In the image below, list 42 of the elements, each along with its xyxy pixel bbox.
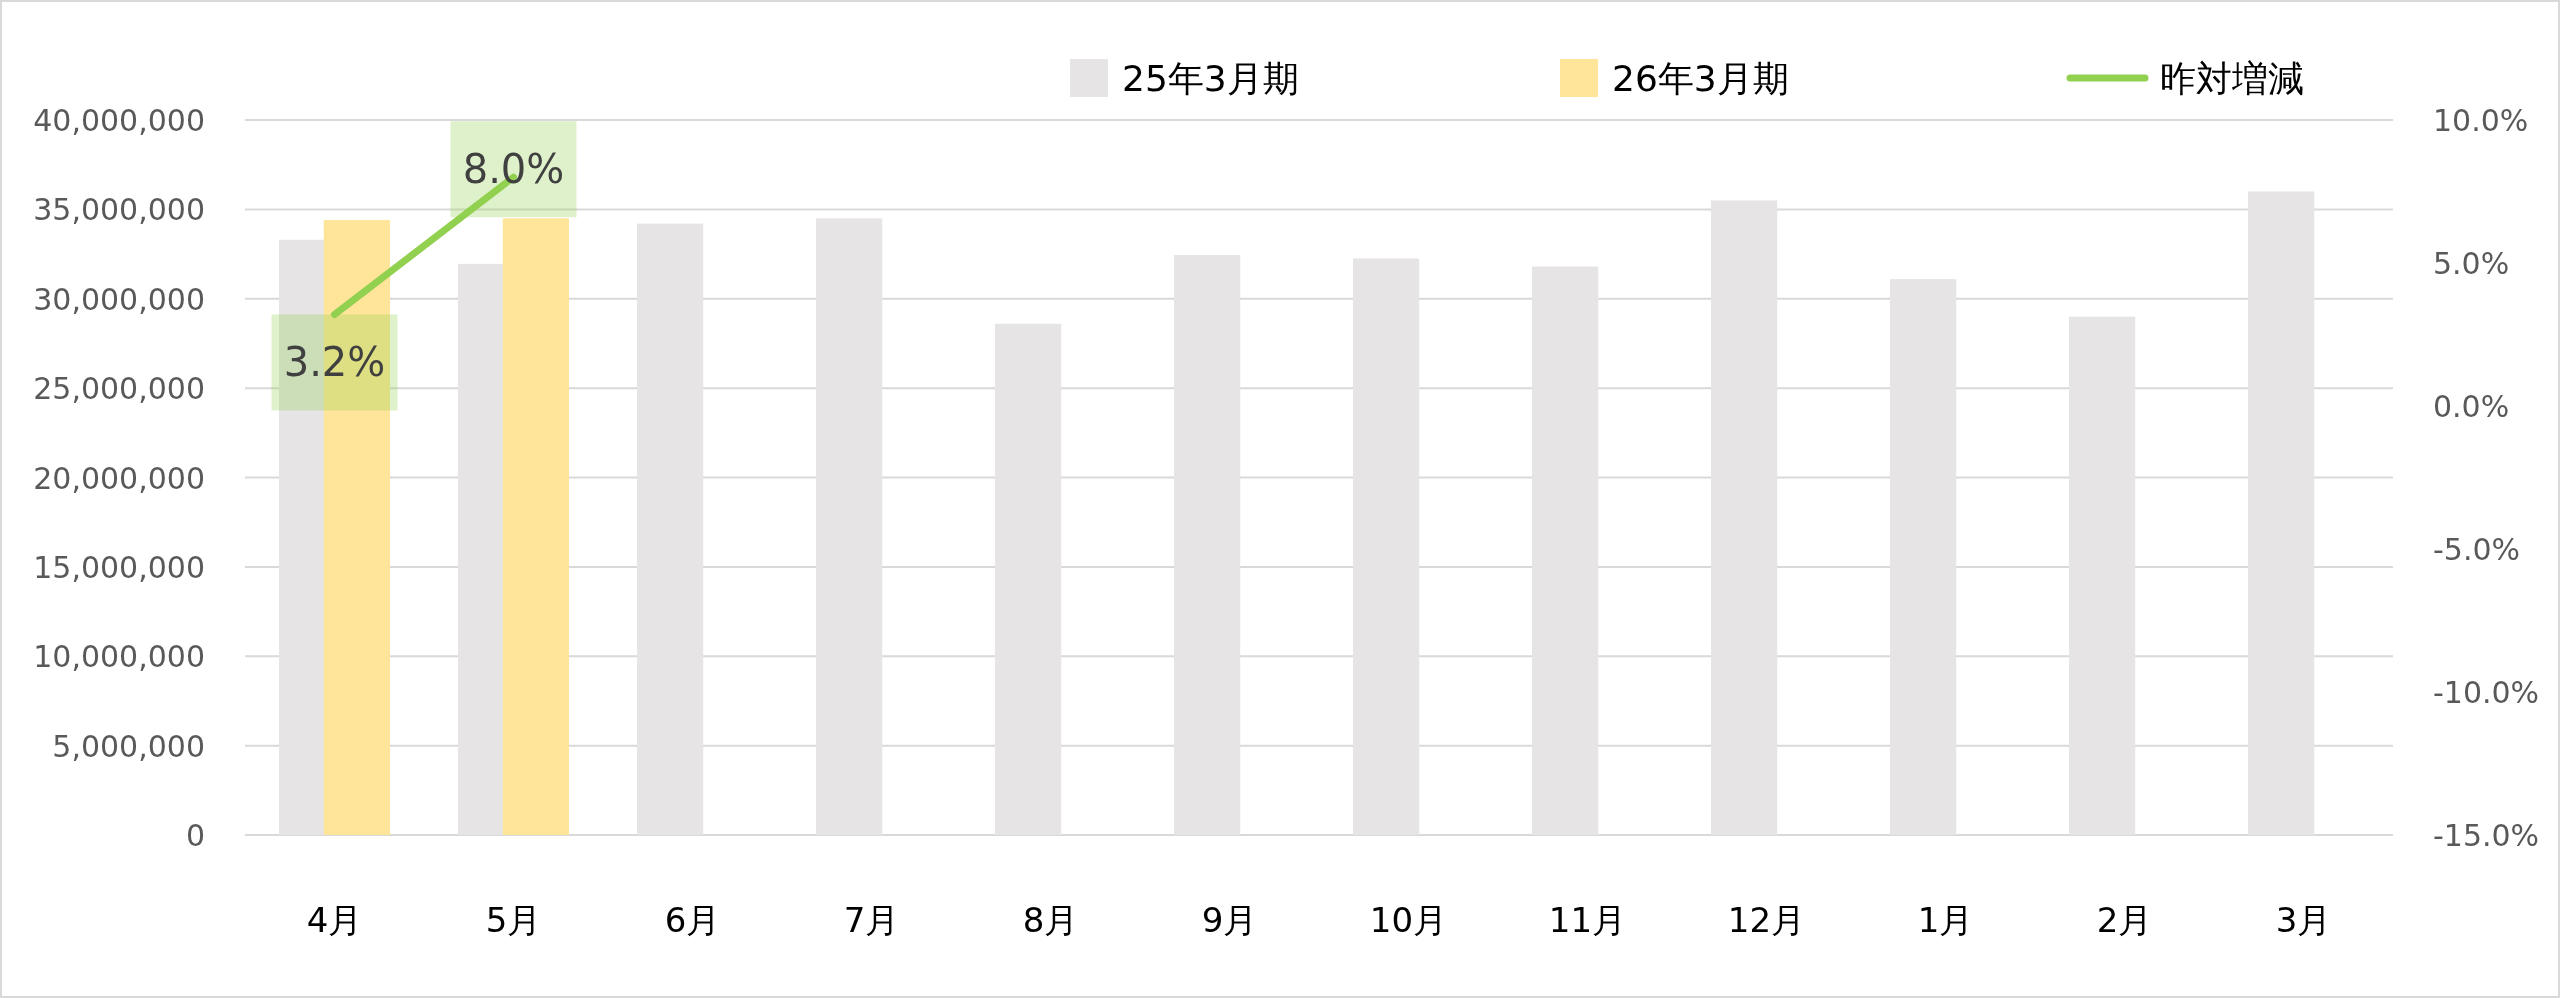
x-tick-label: 3月 [2275,900,2332,940]
bar [1174,254,1241,835]
x-tick-label: 1月 [1917,900,1974,940]
x-tick-label: 4月 [306,900,363,940]
data-label: 3.2% [283,339,386,386]
data-label: 8.0% [462,146,565,193]
legend-label: 昨対増減 [2160,58,2304,99]
x-tick-label: 7月 [843,900,900,940]
y-tick-label: 25,000,000 [33,371,205,407]
y-tick-label: 30,000,000 [33,281,205,317]
bar [637,223,704,835]
y-tick-label: 0 [185,818,205,853]
bar [1890,279,1957,835]
y2-tick-label: -10.0% [2433,675,2540,710]
x-tick-label: 6月 [664,900,721,940]
bar [2069,316,2136,835]
y-tick-label: 10,000,000 [33,639,205,675]
legend-label: 26年3月期 [1612,58,1789,99]
bar [1353,258,1420,835]
bar [2248,191,2315,835]
y2-tick-label: -15.0% [2433,818,2540,853]
x-tick-label: 12月 [1727,900,1806,940]
bar [1711,200,1778,835]
y2-tick-label: 0.0% [2433,389,2510,424]
y-tick-label: 5,000,000 [52,728,205,764]
bar [1532,266,1599,835]
bar [995,323,1062,835]
x-tick-label: 11月 [1548,900,1627,940]
y2-tick-label: 5.0% [2433,246,2510,281]
y2-tick-label: -5.0% [2433,532,2521,567]
x-tick-label: 9月 [1201,900,1258,940]
x-tick-label: 8月 [1022,900,1079,940]
y2-tick-label: 10.0% [2433,103,2529,138]
legend-label: 25年3月期 [1122,58,1299,99]
bar [816,218,883,835]
y-tick-label: 40,000,000 [33,103,205,138]
y-tick-label: 20,000,000 [33,460,205,496]
x-tick-label: 2月 [2096,900,2153,940]
y-tick-label: 15,000,000 [33,549,205,585]
x-tick-label: 5月 [485,900,542,940]
x-tick-label: 10月 [1369,900,1448,940]
y-tick-label: 35,000,000 [33,192,205,228]
